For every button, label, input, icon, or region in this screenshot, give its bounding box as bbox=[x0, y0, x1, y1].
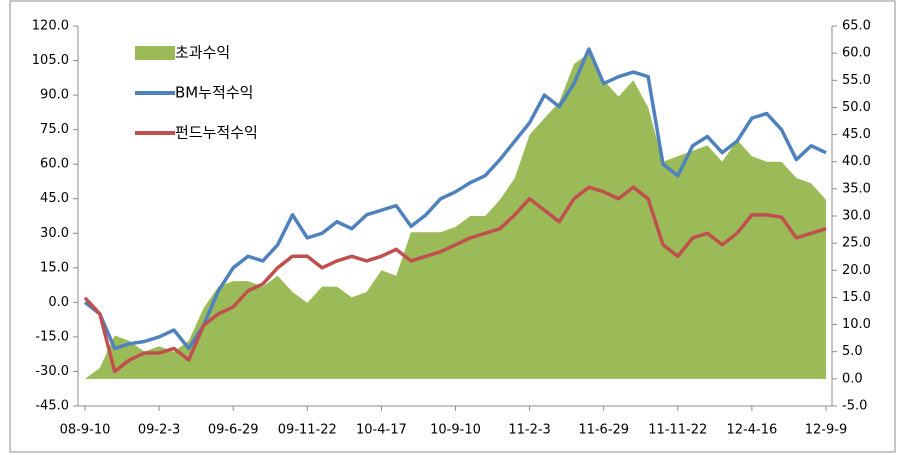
x-tick-label: 12-4-16 bbox=[727, 423, 778, 438]
y-tick-label: -45.0 bbox=[35, 399, 69, 414]
y-tick-label: 30.0 bbox=[40, 226, 69, 241]
y2-tick-label: 40.0 bbox=[842, 154, 871, 169]
x-tick-label: 08-9-10 bbox=[60, 423, 111, 438]
x-tick-label: 11-11-22 bbox=[648, 423, 707, 438]
x-tick-label: 11-2-3 bbox=[508, 423, 550, 438]
x-tick-label: 09-6-29 bbox=[208, 423, 259, 438]
legend-swatch bbox=[135, 46, 175, 60]
line bbox=[83, 47, 827, 351]
x-tick-label: 09-2-3 bbox=[138, 423, 180, 438]
y2-tick-label: 0.0 bbox=[842, 371, 863, 386]
x-tick-label: 09-11-22 bbox=[278, 423, 337, 438]
y-tick-label: 105.0 bbox=[32, 53, 69, 68]
area bbox=[85, 53, 826, 379]
x-tick-label: 11-6-29 bbox=[578, 423, 629, 438]
line bbox=[83, 185, 827, 374]
y2-tick-label: 25.0 bbox=[842, 236, 871, 251]
y-tick-label: 45.0 bbox=[40, 191, 69, 206]
legend-label: BM누적수익 bbox=[175, 84, 253, 102]
y2-tick-label: 15.0 bbox=[842, 290, 871, 305]
y2-tick-label: 50.0 bbox=[842, 100, 871, 115]
y-tick-label: 75.0 bbox=[40, 122, 69, 137]
legend-label: 펀드누적수익 bbox=[175, 124, 258, 142]
legend-label: 초과수익 bbox=[175, 44, 230, 62]
y-tick-label: 15.0 bbox=[40, 260, 69, 275]
y-tick-label: -15.0 bbox=[35, 329, 69, 344]
y2-tick-label: 45.0 bbox=[842, 127, 871, 142]
y2-tick-label: 10.0 bbox=[842, 317, 871, 332]
y-tick-label: 120.0 bbox=[32, 19, 69, 34]
y2-tick-label: 35.0 bbox=[842, 181, 871, 196]
y2-tick-label: -5.0 bbox=[842, 399, 867, 414]
y2-tick-label: 5.0 bbox=[842, 344, 863, 359]
x-tick-label: 10-4-17 bbox=[356, 423, 407, 438]
y-tick-label: 90.0 bbox=[40, 88, 69, 103]
x-tick-label: 12-9-9 bbox=[805, 423, 847, 438]
y2-tick-label: 30.0 bbox=[842, 209, 871, 224]
y2-tick-label: 60.0 bbox=[842, 46, 871, 61]
y-tick-label: 60.0 bbox=[40, 157, 69, 172]
y2-tick-label: 65.0 bbox=[842, 19, 871, 34]
y-tick-label: -30.0 bbox=[35, 364, 69, 379]
y-tick-label: 0.0 bbox=[48, 295, 69, 310]
y2-tick-label: 20.0 bbox=[842, 263, 871, 278]
x-tick-label: 10-9-10 bbox=[430, 423, 481, 438]
y2-tick-label: 55.0 bbox=[842, 73, 871, 88]
